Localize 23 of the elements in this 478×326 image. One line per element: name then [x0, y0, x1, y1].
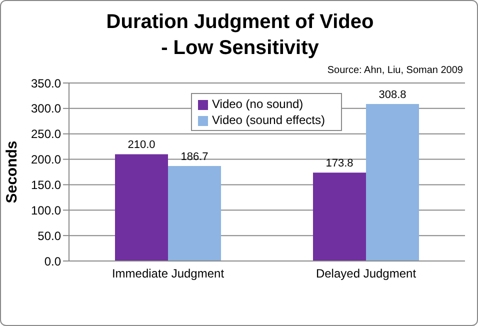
- data-label: 186.7: [180, 151, 208, 164]
- y-tick-label: 100.0: [30, 203, 62, 218]
- source-note: Source: Ahn, Liu, Soman 2009: [327, 65, 463, 76]
- x-tick-label: Immediate Judgment: [112, 266, 225, 281]
- data-label: 210.0: [128, 139, 156, 152]
- y-tick-label: 150.0: [30, 178, 62, 192]
- y-tick-label: 250.0: [30, 127, 62, 142]
- bar: [115, 154, 168, 261]
- legend-label: Video (no sound): [212, 97, 304, 111]
- y-tick-label: 0.0: [44, 254, 62, 268]
- y-tick-label: 50.0: [38, 228, 62, 243]
- y-tick-label: 300.0: [30, 102, 62, 116]
- y-axis-title: Seconds: [3, 140, 20, 204]
- bar: [313, 172, 366, 261]
- data-label: 308.8: [378, 88, 406, 101]
- chart-title: Duration Judgment of Video - Low Sensitivity: [105, 10, 375, 61]
- y-tick-label: 350.0: [30, 76, 62, 90]
- x-tick-label: Delayed Judgment: [316, 266, 417, 281]
- y-tick-label: 200.0: [30, 152, 62, 167]
- data-label: 173.8: [326, 158, 354, 170]
- bar: [168, 166, 221, 261]
- bar: [366, 104, 419, 261]
- legend-label: Video (sound effects): [212, 113, 325, 127]
